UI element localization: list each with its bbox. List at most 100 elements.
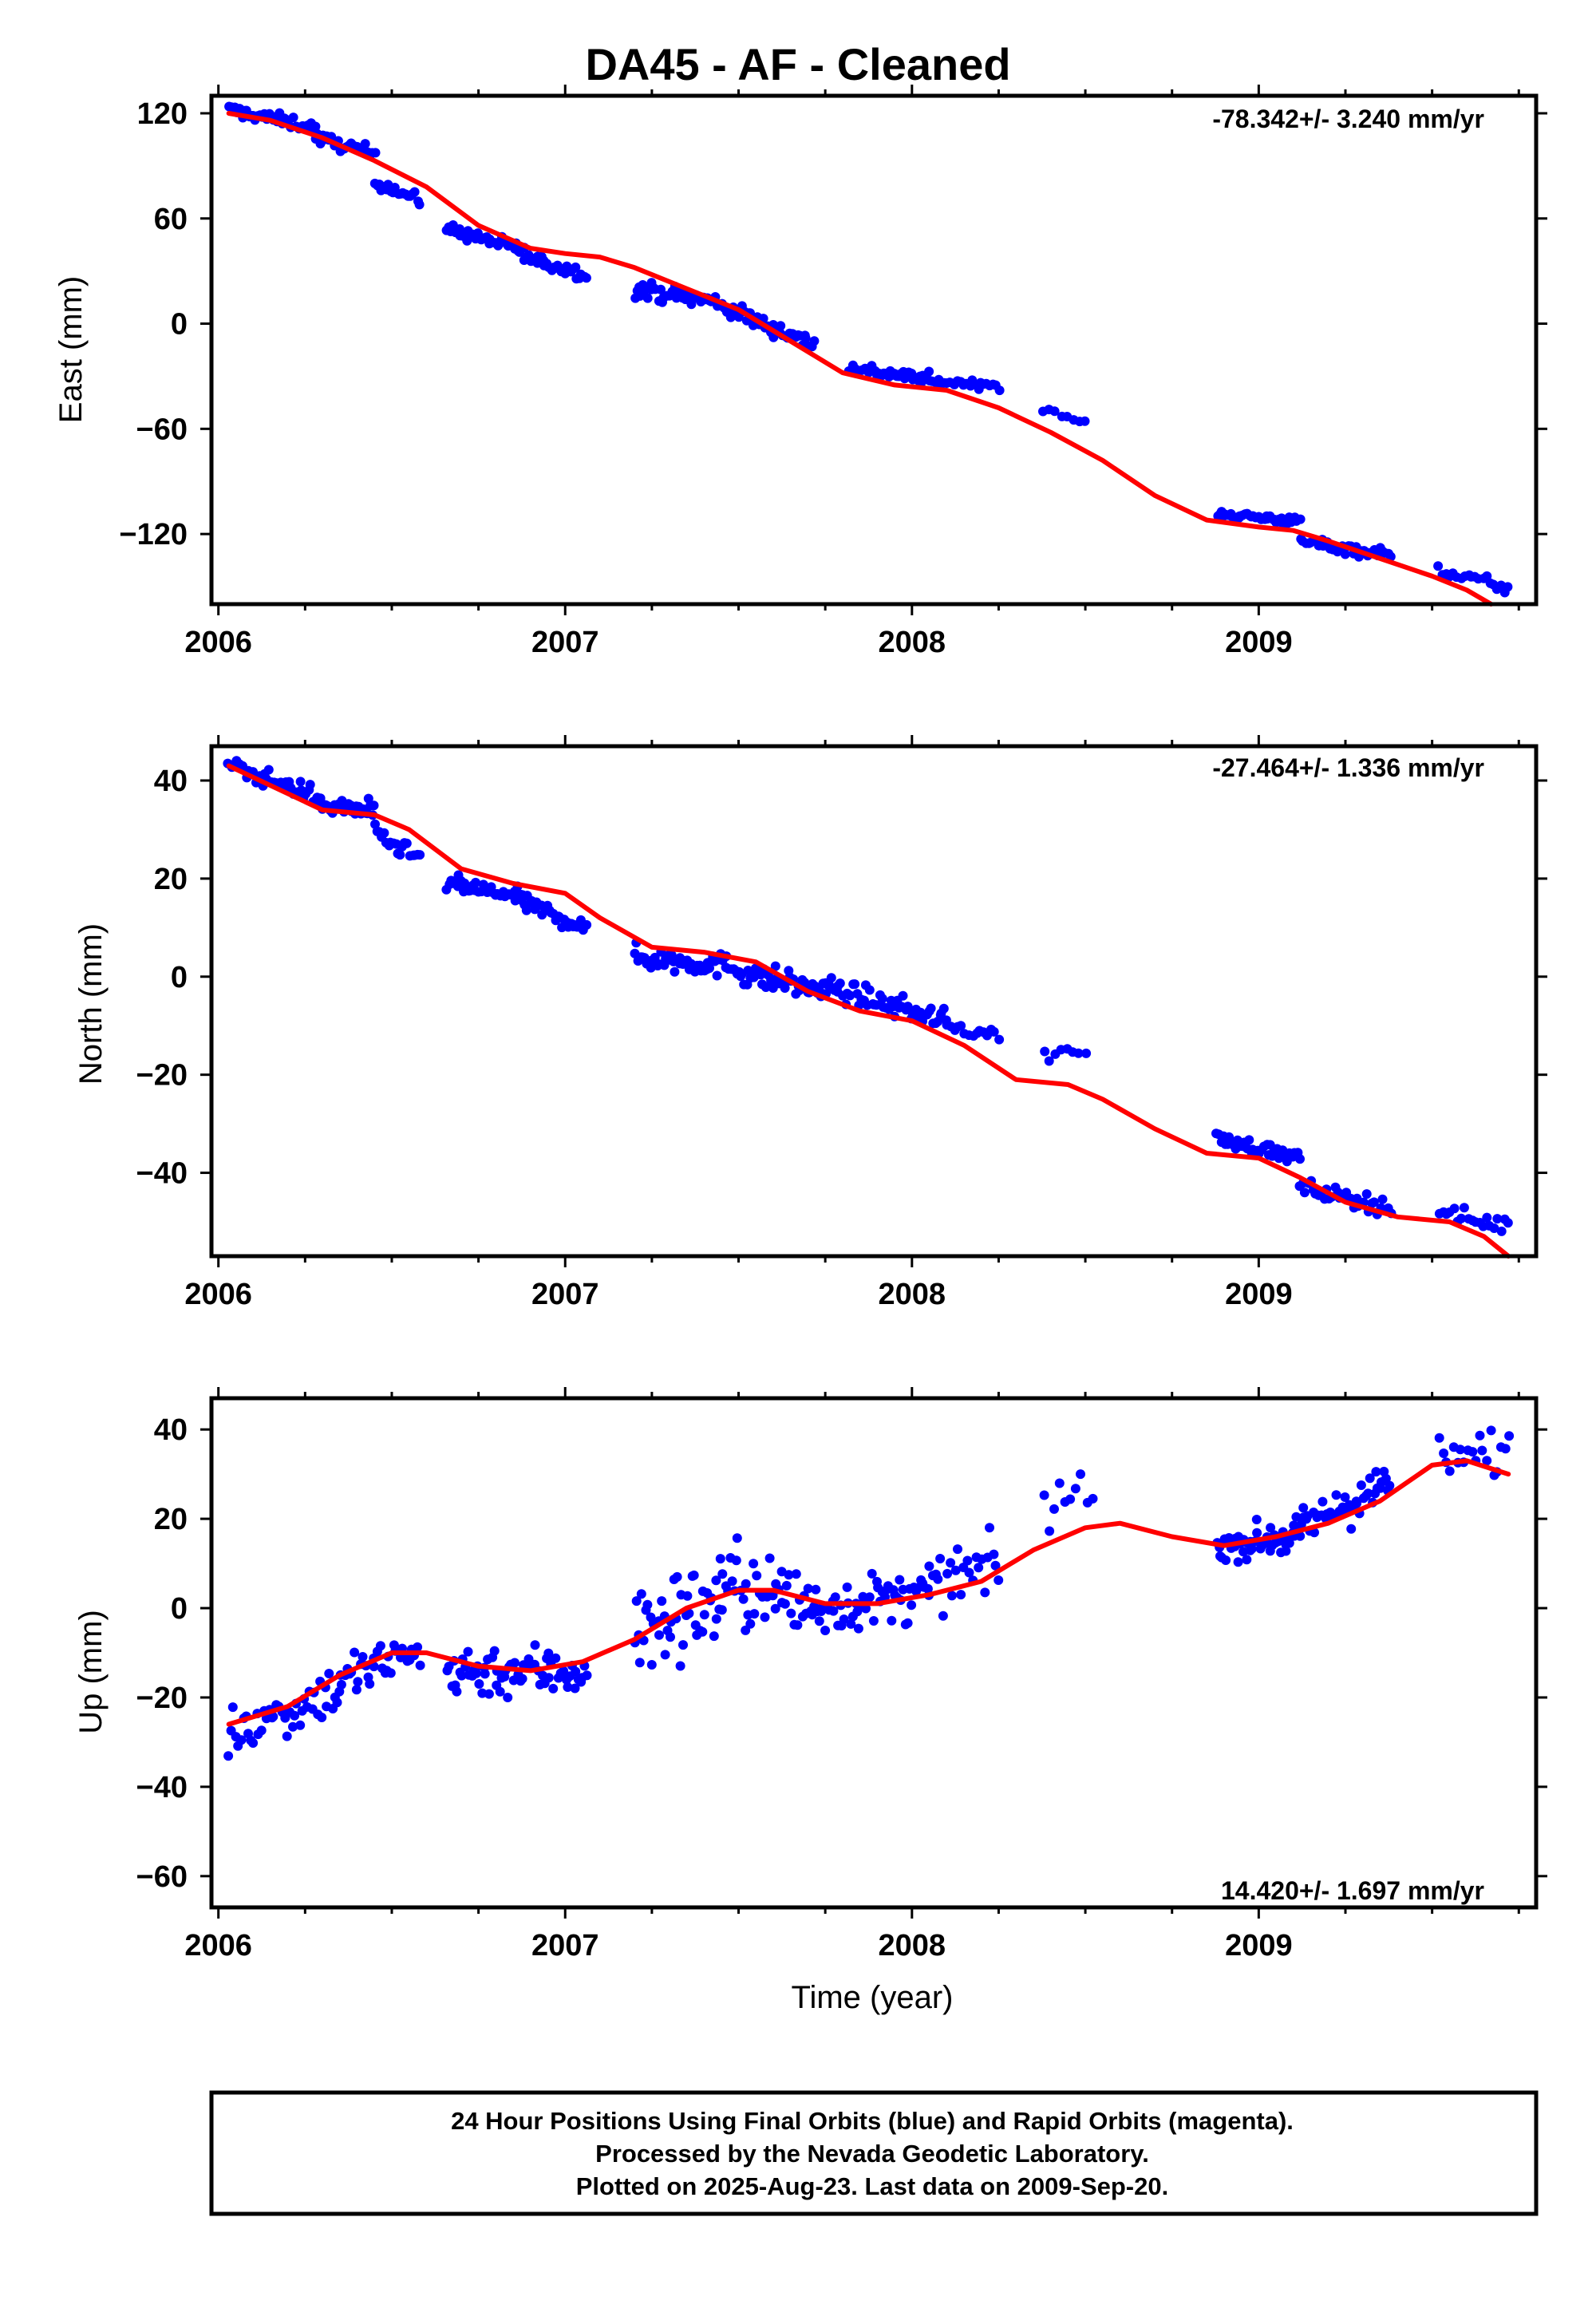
- data-point: [962, 1555, 973, 1566]
- data-point: [415, 1660, 425, 1670]
- data-point: [480, 1669, 490, 1679]
- data-point: [1081, 1048, 1092, 1058]
- data-point: [1252, 1528, 1262, 1538]
- data-point: [950, 1565, 961, 1575]
- data-point: [1246, 1543, 1257, 1554]
- data-point: [989, 1026, 999, 1037]
- fit-line-east: [226, 111, 1494, 607]
- data-point: [1073, 1048, 1084, 1058]
- data-point: [809, 336, 820, 346]
- data-point: [1340, 549, 1350, 559]
- data-point: [582, 1670, 592, 1681]
- data-point: [1503, 582, 1513, 592]
- chart-title: DA45 - AF - Cleaned: [585, 39, 1010, 89]
- data-point: [248, 1738, 259, 1748]
- data-point: [803, 1583, 813, 1594]
- x-tick-label: 2006: [184, 1929, 252, 1962]
- data-point: [1045, 1526, 1055, 1536]
- data-point: [1434, 1433, 1444, 1443]
- data-point: [1439, 1448, 1449, 1458]
- data-point: [1340, 1492, 1350, 1502]
- data-point: [784, 1570, 794, 1580]
- data-point: [1356, 1480, 1366, 1490]
- data-point: [656, 284, 666, 294]
- data-point: [814, 1616, 824, 1626]
- data-point: [776, 321, 786, 331]
- data-point: [924, 1561, 934, 1571]
- data-point: [548, 1683, 559, 1694]
- panel-north: North (mm) -27.464+/- 1.336 mm/yr 2006 20…: [73, 735, 1547, 1311]
- data-point: [864, 1592, 875, 1603]
- data-point: [792, 1620, 803, 1630]
- data-point: [994, 1034, 1005, 1045]
- data-point: [864, 985, 875, 995]
- data-point: [471, 877, 480, 887]
- data-point: [1377, 1194, 1388, 1204]
- data-point: [332, 1697, 342, 1708]
- data-point: [880, 1592, 890, 1603]
- data-point: [456, 1670, 467, 1681]
- data-point: [288, 1721, 298, 1732]
- data-point: [305, 780, 315, 790]
- data-point: [1295, 514, 1306, 524]
- data-point: [510, 1658, 519, 1668]
- plot-frame-up: [209, 1396, 1539, 1910]
- x-tick-label: 2007: [531, 626, 599, 659]
- data-point: [711, 1614, 721, 1624]
- data-point: [887, 1615, 897, 1626]
- data-point: [745, 1618, 756, 1629]
- data-point: [780, 1599, 790, 1609]
- rate-label-east: -78.342+/- 3.240 mm/yr: [1212, 105, 1484, 133]
- panel-up: Up (mm) 14.420+/- 1.697 mm/yr 2006 2007 20…: [73, 1387, 1547, 1962]
- data-point: [672, 1571, 682, 1582]
- data-point: [942, 1568, 953, 1579]
- points-east: [224, 101, 1513, 598]
- data-point: [820, 1626, 831, 1635]
- data-point: [1455, 1445, 1465, 1455]
- data-point: [1221, 1555, 1231, 1565]
- data-point: [868, 1616, 879, 1626]
- data-point: [1251, 1515, 1262, 1524]
- data-point: [353, 1677, 363, 1687]
- x-tick-label: 2008: [879, 1929, 946, 1962]
- data-point: [780, 983, 790, 993]
- data-point: [1459, 1203, 1469, 1213]
- data-point: [369, 800, 379, 811]
- data-point: [953, 1544, 962, 1555]
- y-tick-label: −40: [136, 1771, 188, 1804]
- data-point: [1244, 1135, 1254, 1145]
- data-point: [310, 121, 321, 132]
- data-point: [489, 1646, 500, 1656]
- data-point: [654, 1630, 664, 1640]
- data-point: [636, 1589, 646, 1599]
- data-point: [850, 979, 860, 990]
- data-point: [989, 1549, 999, 1559]
- data-point: [521, 905, 531, 915]
- data-point: [749, 1559, 759, 1569]
- footer-box: 24 Hour Positions Using Final Orbits (bl…: [209, 2090, 1539, 2216]
- data-point: [760, 1612, 770, 1622]
- data-point: [414, 200, 425, 210]
- data-point: [1295, 1154, 1305, 1164]
- data-point: [571, 262, 581, 272]
- y-tick-label: −40: [136, 1157, 188, 1191]
- y-tick-label: −60: [136, 1860, 188, 1894]
- data-point: [1049, 406, 1060, 417]
- data-point: [980, 1587, 990, 1598]
- data-point: [712, 970, 722, 981]
- data-point: [1482, 1212, 1492, 1223]
- fit-line-north: [226, 763, 1511, 1259]
- data-point: [1503, 1218, 1513, 1228]
- y-tick-label: −20: [136, 1682, 188, 1715]
- data-point: [994, 385, 1005, 396]
- y-tick-label: 120: [137, 97, 188, 131]
- x-axis-label: Time (year): [792, 1980, 954, 2015]
- data-point: [933, 1574, 943, 1584]
- data-point: [1489, 1223, 1499, 1233]
- data-point: [551, 1653, 561, 1663]
- data-point: [1444, 1466, 1455, 1476]
- data-point: [684, 1608, 694, 1618]
- data-point: [1299, 1188, 1310, 1198]
- data-point: [471, 1668, 481, 1678]
- data-point: [495, 1686, 505, 1697]
